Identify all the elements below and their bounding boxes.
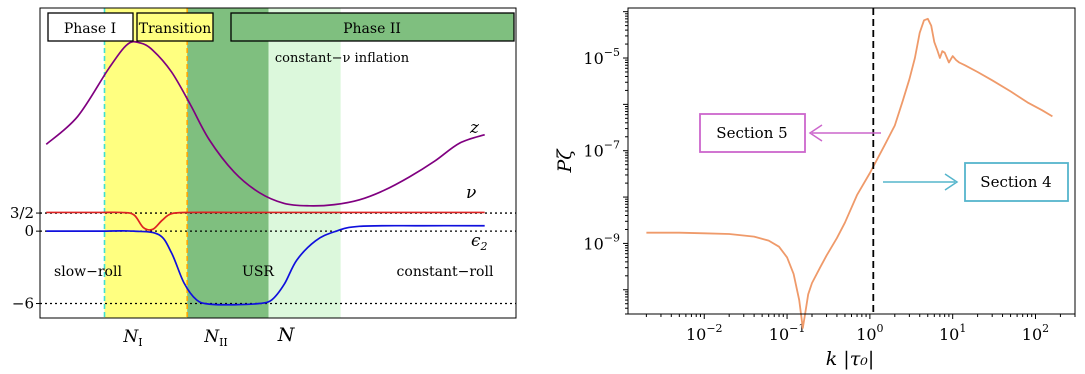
x-tick-label-4: 102: [1022, 322, 1049, 344]
series-nu: [46, 211, 485, 231]
section-5-arrowhead: [808, 124, 823, 142]
x-tick-label-1: 10−1: [769, 322, 806, 344]
section-4-arrowhead: [944, 173, 959, 191]
phase-boundaries: [103, 8, 188, 318]
y-tick-labels: 3/20 −6: [10, 204, 40, 313]
phase-ii-label: Phase II: [343, 21, 401, 37]
transition-box: [136, 12, 214, 42]
y-tick-label-2: −6: [12, 295, 34, 313]
usr-label: USR: [242, 264, 274, 280]
y-tick-label-0: 3/2: [10, 204, 34, 222]
phase-ii-box: [230, 12, 515, 42]
series-P_zeta: [646, 17, 1053, 329]
left-x-axis-label: N: [277, 324, 296, 346]
y-tick-label-1: 10−7: [583, 139, 620, 161]
series-label-z: z: [469, 118, 480, 138]
series-z: [45, 40, 485, 207]
transition-label: Transition: [139, 21, 212, 37]
x-tick-label-0: 10−2: [686, 322, 723, 344]
right-ticks: 10−2 10−1 100 101 102 10−9 10−7 10−5: [583, 11, 1076, 344]
series-label-epsilon2: ϵ2: [471, 231, 488, 253]
x-tick-label-3: 101: [939, 322, 966, 344]
band-transition: [104, 8, 188, 318]
x-tick-label-2: 100: [856, 322, 883, 344]
right-y-axis-label: Pζ: [554, 148, 576, 174]
section-5-label: Section 5: [716, 124, 787, 142]
background-bands: [104, 8, 341, 318]
series-curves: [45, 40, 485, 306]
x-tick-n-i: NI: [122, 327, 142, 349]
phase-i-box: [47, 12, 134, 42]
slow-roll-label: slow−roll: [54, 264, 122, 280]
phase-i-label: Phase I: [64, 21, 116, 37]
left-panel: Phase I Transition Phase II constant−ν i…: [10, 7, 517, 349]
section-4-label: Section 4: [980, 173, 1051, 191]
x-tick-n-ii: NII: [203, 327, 228, 349]
right-x-axis-label: k |τ₀|: [826, 348, 874, 370]
band-constant-nu: [268, 8, 341, 318]
right-axes-frame: [627, 7, 1076, 315]
y-tick-label-0: 10−9: [583, 231, 620, 253]
section-4-box: [964, 162, 1069, 202]
y-tick-label-2: 10−5: [583, 46, 620, 68]
left-axes-frame: [39, 7, 517, 319]
series-label-nu: ν: [466, 183, 476, 203]
power-spectrum-curve: [646, 17, 1053, 329]
constant-nu-label: constant−ν inflation: [275, 51, 410, 66]
section-5-box: [699, 113, 806, 153]
y-tick-label-1: 0: [24, 222, 34, 240]
band-usr: [187, 8, 269, 318]
constant-roll-label: constant−roll: [397, 264, 494, 280]
series-epsilon2: [46, 224, 485, 306]
